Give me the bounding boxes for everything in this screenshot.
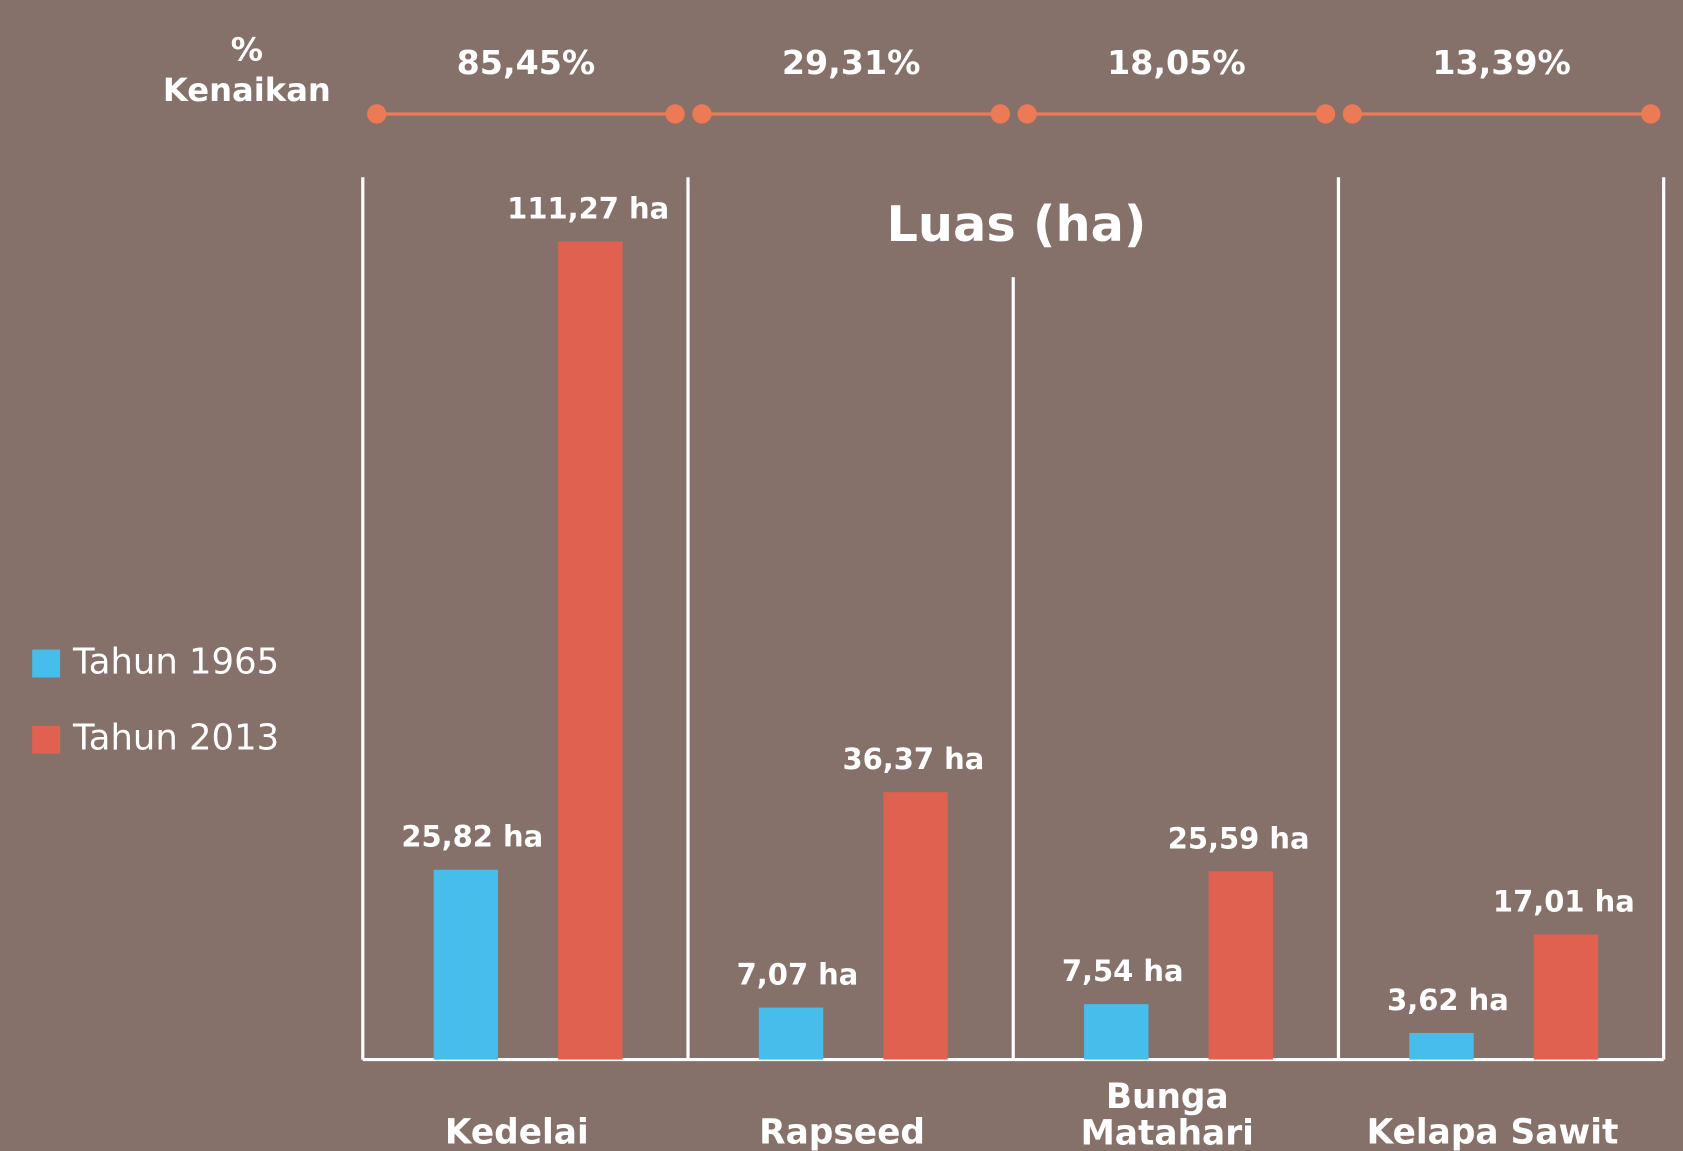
annotation-title: % Kenaikan: [162, 31, 331, 110]
x-tick-label-box: Bunga Matahari: [1080, 1078, 1254, 1151]
bar: [1208, 871, 1273, 1060]
increase-label: 29,31%: [782, 43, 921, 82]
x-tick-label: Kelapa Sawit: [1366, 1111, 1619, 1151]
value-label: 25,82 ha: [401, 820, 543, 854]
increase-dot: [1342, 104, 1363, 124]
increase-dot: [692, 104, 712, 124]
bar: [433, 869, 499, 1060]
value-label: 17,01 ha: [1493, 884, 1635, 918]
chart-title: Luas (ha): [886, 195, 1146, 253]
value-label: 111,27 ha: [507, 191, 669, 225]
increase-dot: [665, 104, 685, 124]
legend-label: Tahun 1965: [72, 642, 279, 683]
increase-label: 85,45%: [457, 43, 596, 82]
bar: [558, 241, 623, 1060]
value-label: 3,62 ha: [1387, 983, 1509, 1017]
value-label: 36,37 ha: [842, 742, 984, 776]
x-tick-label: Rapseed: [759, 1111, 925, 1151]
x-tick-label: Kedelai: [444, 1111, 589, 1151]
bar: [883, 792, 948, 1060]
increase-label: 13,39%: [1432, 43, 1571, 82]
increase-label: 18,05%: [1107, 43, 1246, 82]
legend-swatch: [32, 649, 61, 678]
bar: [758, 1007, 824, 1060]
increase-dot: [990, 104, 1011, 124]
bar: [1084, 1004, 1149, 1060]
x-tick-label-box: Rapseed: [759, 1111, 925, 1151]
increase-dot: [367, 104, 387, 124]
x-tick-label-box: Kedelai: [444, 1111, 589, 1151]
annotation-title-box: % Kenaikan: [162, 31, 331, 110]
legend-swatch: [32, 725, 61, 754]
value-label: 7,07 ha: [737, 957, 859, 991]
value-label: 7,54 ha: [1062, 954, 1184, 988]
bar: [1533, 934, 1599, 1060]
bar: [1409, 1032, 1474, 1060]
legend-label: Tahun 2013: [72, 718, 279, 759]
x-tick-label: Bunga Matahari: [1080, 1078, 1254, 1151]
value-label: 25,59 ha: [1168, 821, 1310, 855]
increase-dot: [1315, 104, 1336, 124]
increase-dot: [1017, 104, 1037, 124]
increase-dot: [1641, 104, 1661, 124]
x-tick-label-box: Kelapa Sawit: [1366, 1111, 1619, 1151]
